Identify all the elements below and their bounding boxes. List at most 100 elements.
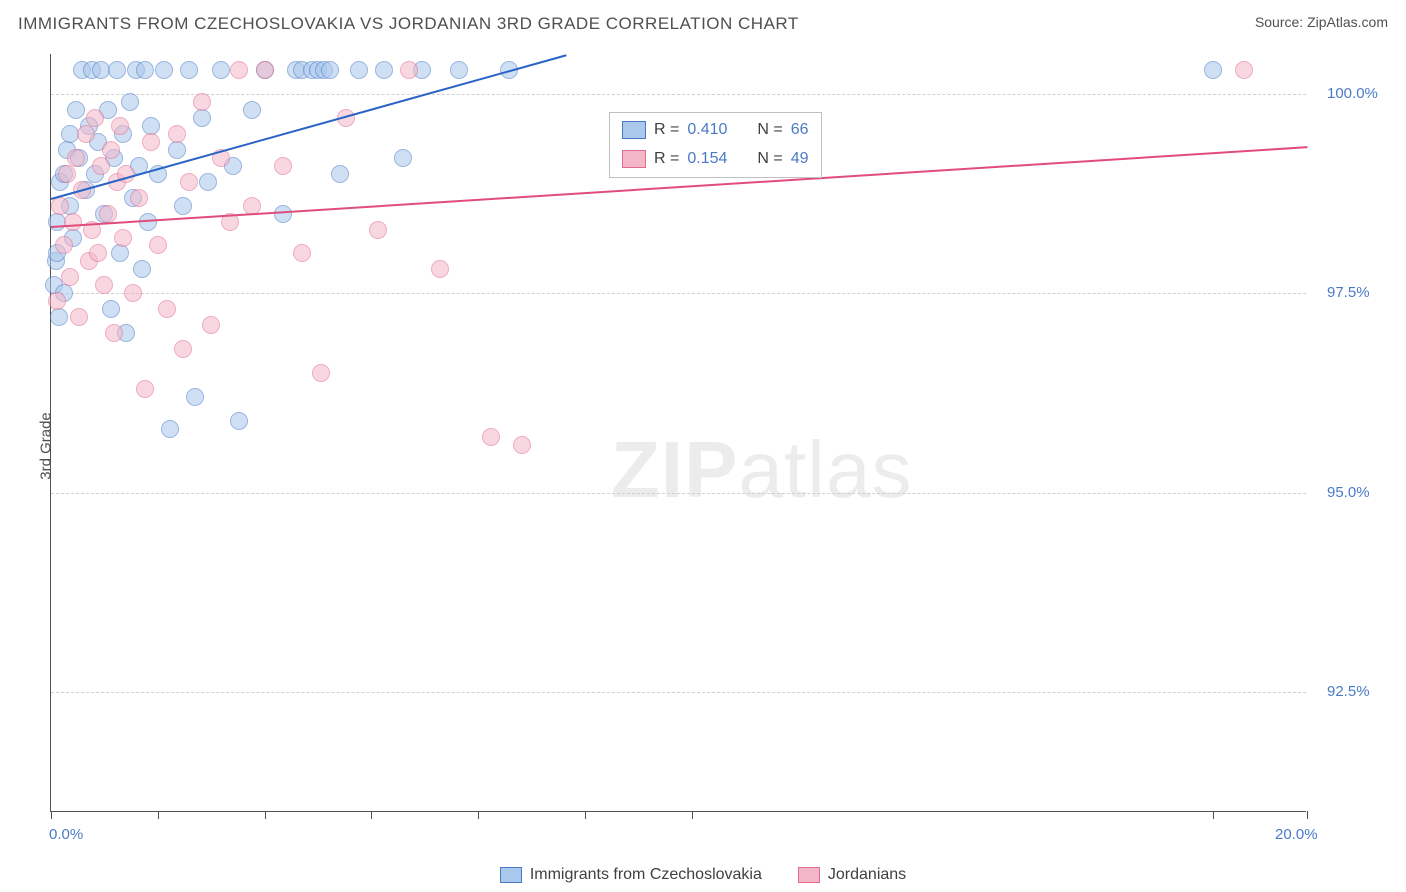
- data-point-czech: [136, 61, 154, 79]
- data-point-jordan: [67, 149, 85, 167]
- gridline: [51, 94, 1306, 95]
- data-point-jordan: [99, 205, 117, 223]
- legend-swatch-jordan: [798, 867, 820, 883]
- x-tick: [51, 811, 52, 819]
- watermark-bold: ZIP: [611, 425, 738, 514]
- x-tick: [371, 811, 372, 819]
- source-attribution: Source: ZipAtlas.com: [1255, 14, 1388, 30]
- gridline: [51, 293, 1306, 294]
- data-point-czech: [230, 412, 248, 430]
- data-point-jordan: [124, 284, 142, 302]
- data-point-czech: [193, 109, 211, 127]
- y-tick-label: 92.5%: [1327, 683, 1370, 700]
- legend-swatch-jordan: [622, 150, 646, 168]
- data-point-czech: [321, 61, 339, 79]
- x-tick-label-left: 0.0%: [49, 826, 83, 843]
- legend-swatch-czech: [500, 867, 522, 883]
- data-point-jordan: [64, 213, 82, 231]
- bottom-legend-item-czech: Immigrants from Czechoslovakia: [500, 866, 762, 884]
- bottom-legend-item-jordan: Jordanians: [798, 866, 906, 884]
- legend-label: Jordanians: [828, 866, 906, 884]
- data-point-jordan: [274, 157, 292, 175]
- data-point-jordan: [70, 308, 88, 326]
- r-label: R =: [654, 116, 679, 145]
- stats-legend: R =0.410N =66R =0.154N =49: [609, 112, 822, 178]
- data-point-jordan: [513, 436, 531, 454]
- data-point-czech: [180, 61, 198, 79]
- legend-label: Immigrants from Czechoslovakia: [530, 866, 762, 884]
- x-tick: [265, 811, 266, 819]
- data-point-jordan: [168, 125, 186, 143]
- y-tick-label: 100.0%: [1327, 85, 1378, 102]
- data-point-czech: [50, 308, 68, 326]
- data-point-jordan: [149, 236, 167, 254]
- chart-header: IMMIGRANTS FROM CZECHOSLOVAKIA VS JORDAN…: [0, 0, 1406, 42]
- data-point-jordan: [256, 61, 274, 79]
- data-point-czech: [108, 61, 126, 79]
- data-point-czech: [212, 61, 230, 79]
- data-point-czech: [375, 61, 393, 79]
- data-point-jordan: [431, 260, 449, 278]
- data-point-jordan: [111, 117, 129, 135]
- data-point-jordan: [58, 165, 76, 183]
- data-point-jordan: [193, 93, 211, 111]
- data-point-czech: [331, 165, 349, 183]
- data-point-jordan: [86, 109, 104, 127]
- data-point-jordan: [130, 189, 148, 207]
- data-point-czech: [155, 61, 173, 79]
- scatter-chart: ZIPatlas 100.0%97.5%95.0%92.5%0.0%20.0%R…: [50, 54, 1306, 812]
- x-tick: [1213, 811, 1214, 819]
- r-value: 0.410: [687, 116, 727, 145]
- data-point-jordan: [293, 244, 311, 262]
- stats-legend-row-czech: R =0.410N =66: [622, 116, 809, 145]
- data-point-jordan: [158, 300, 176, 318]
- data-point-jordan: [202, 316, 220, 334]
- data-point-czech: [1204, 61, 1222, 79]
- data-point-jordan: [142, 133, 160, 151]
- r-label: R =: [654, 145, 679, 174]
- data-point-jordan: [55, 236, 73, 254]
- data-point-jordan: [230, 61, 248, 79]
- gridline: [51, 692, 1306, 693]
- data-point-czech: [174, 197, 192, 215]
- data-point-jordan: [105, 324, 123, 342]
- data-point-jordan: [312, 364, 330, 382]
- data-point-jordan: [1235, 61, 1253, 79]
- legend-swatch-czech: [622, 121, 646, 139]
- data-point-jordan: [61, 268, 79, 286]
- data-point-jordan: [102, 141, 120, 159]
- n-value: 49: [791, 145, 809, 174]
- data-point-jordan: [89, 244, 107, 262]
- x-tick: [158, 811, 159, 819]
- data-point-czech: [102, 300, 120, 318]
- data-point-jordan: [482, 428, 500, 446]
- watermark-rest: atlas: [738, 425, 912, 514]
- data-point-jordan: [174, 340, 192, 358]
- n-value: 66: [791, 116, 809, 145]
- data-point-czech: [350, 61, 368, 79]
- chart-title: IMMIGRANTS FROM CZECHOSLOVAKIA VS JORDAN…: [18, 14, 799, 34]
- data-point-czech: [121, 93, 139, 111]
- data-point-jordan: [48, 292, 66, 310]
- data-point-czech: [186, 388, 204, 406]
- stats-legend-row-jordan: R =0.154N =49: [622, 145, 809, 174]
- data-point-jordan: [180, 173, 198, 191]
- bottom-legend: Immigrants from Czechoslovakia Jordanians: [0, 866, 1406, 884]
- data-point-jordan: [51, 197, 69, 215]
- x-tick: [585, 811, 586, 819]
- data-point-jordan: [114, 229, 132, 247]
- data-point-czech: [161, 420, 179, 438]
- data-point-czech: [133, 260, 151, 278]
- y-tick-label: 97.5%: [1327, 284, 1370, 301]
- x-tick: [692, 811, 693, 819]
- data-point-czech: [394, 149, 412, 167]
- data-point-jordan: [400, 61, 418, 79]
- x-tick-label-right: 20.0%: [1275, 826, 1318, 843]
- gridline: [51, 493, 1306, 494]
- x-tick: [478, 811, 479, 819]
- data-point-jordan: [136, 380, 154, 398]
- data-point-jordan: [369, 221, 387, 239]
- data-point-czech: [450, 61, 468, 79]
- data-point-czech: [168, 141, 186, 159]
- data-point-czech: [243, 101, 261, 119]
